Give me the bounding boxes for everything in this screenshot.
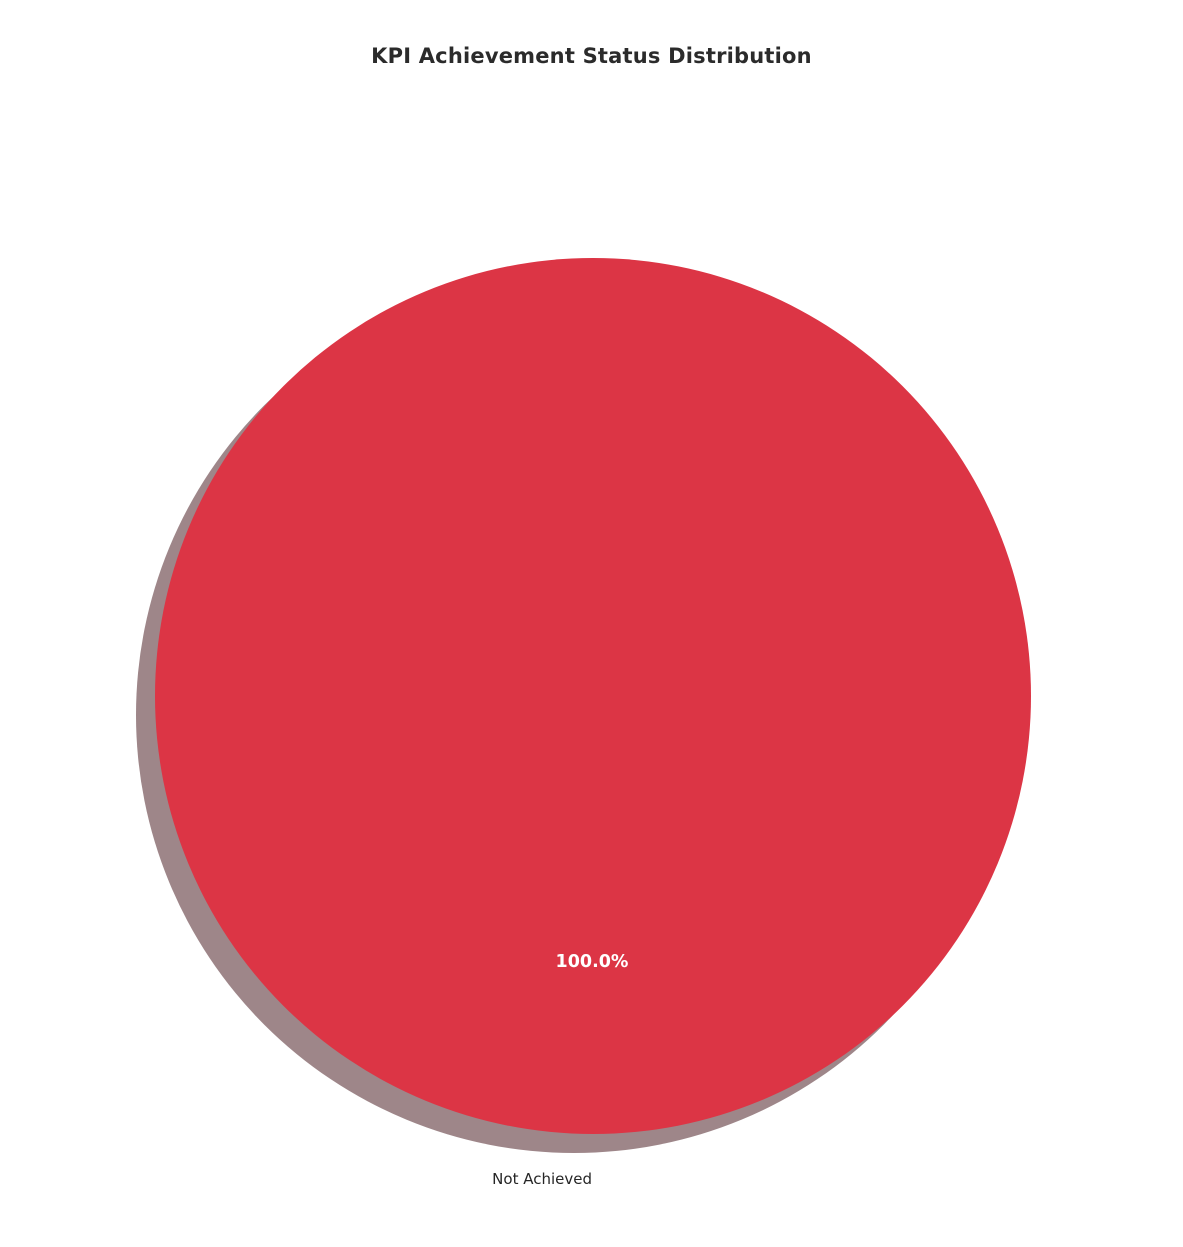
- pie-category-label: Not Achieved: [492, 1170, 592, 1188]
- pie-percentage-label: 100.0%: [555, 952, 629, 972]
- pie-slice-not-achieved: [155, 258, 1031, 1134]
- chart-title: KPI Achievement Status Distribution: [371, 44, 812, 68]
